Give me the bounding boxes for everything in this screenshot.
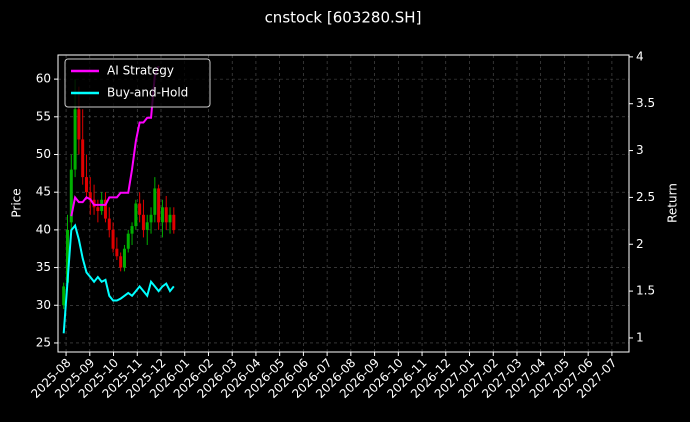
candle-body <box>103 199 107 219</box>
candle-body <box>145 222 149 230</box>
y2-tick-label: 2 <box>636 237 644 251</box>
y-tick-label: 30 <box>36 298 51 312</box>
candle-body <box>134 203 138 227</box>
candle-body <box>62 286 66 306</box>
return-line <box>62 223 175 334</box>
return-line <box>70 65 160 217</box>
candle-body <box>157 188 161 223</box>
candle-body <box>81 139 85 178</box>
y2-tick-label: 1.5 <box>636 284 655 298</box>
candle-body <box>88 192 92 200</box>
candle-body <box>107 218 111 230</box>
plot-frame <box>57 54 630 353</box>
y-tick-label: 45 <box>36 185 51 199</box>
candle-body <box>84 177 88 193</box>
candle-body <box>111 229 115 249</box>
legend-box <box>64 58 211 108</box>
candle-body <box>122 248 126 268</box>
candle-body <box>141 214 145 230</box>
y-tick-label: 25 <box>36 335 51 349</box>
candle-body <box>149 214 153 223</box>
candle-body <box>77 109 81 140</box>
y-axis-label: Price <box>10 188 24 217</box>
legend-label: Buy-and-Hold <box>107 86 188 100</box>
legend-label: AI Strategy <box>107 64 174 78</box>
candle-body <box>153 188 157 215</box>
chart-title: cnstock [603280.SH] <box>265 9 422 27</box>
y2-tick-label: 3.5 <box>636 96 655 110</box>
y2-tick-label: 4 <box>636 49 644 63</box>
candle-body <box>69 169 73 223</box>
candle-body <box>130 226 134 234</box>
candle-body <box>172 214 176 230</box>
y-tick-label: 35 <box>36 260 51 274</box>
candle-body <box>138 203 142 215</box>
candle-body <box>65 229 69 283</box>
y2-tick-label: 3 <box>636 143 644 157</box>
candle-body <box>119 256 123 268</box>
y2-tick-label: 2.5 <box>636 190 655 204</box>
y2-axis-label: Return <box>666 183 680 223</box>
y-tick-label: 40 <box>36 222 51 236</box>
candle-body <box>126 233 130 249</box>
candle-body <box>164 207 168 223</box>
candle-body <box>96 207 100 212</box>
candle-body <box>160 207 164 223</box>
y-tick-label: 50 <box>36 147 51 161</box>
y-tick-label: 60 <box>36 72 51 86</box>
candle-body <box>73 109 77 170</box>
y-tick-label: 55 <box>36 109 51 123</box>
candle-body <box>115 248 119 257</box>
candle-body <box>168 214 172 223</box>
y2-tick-label: 1 <box>636 330 644 344</box>
